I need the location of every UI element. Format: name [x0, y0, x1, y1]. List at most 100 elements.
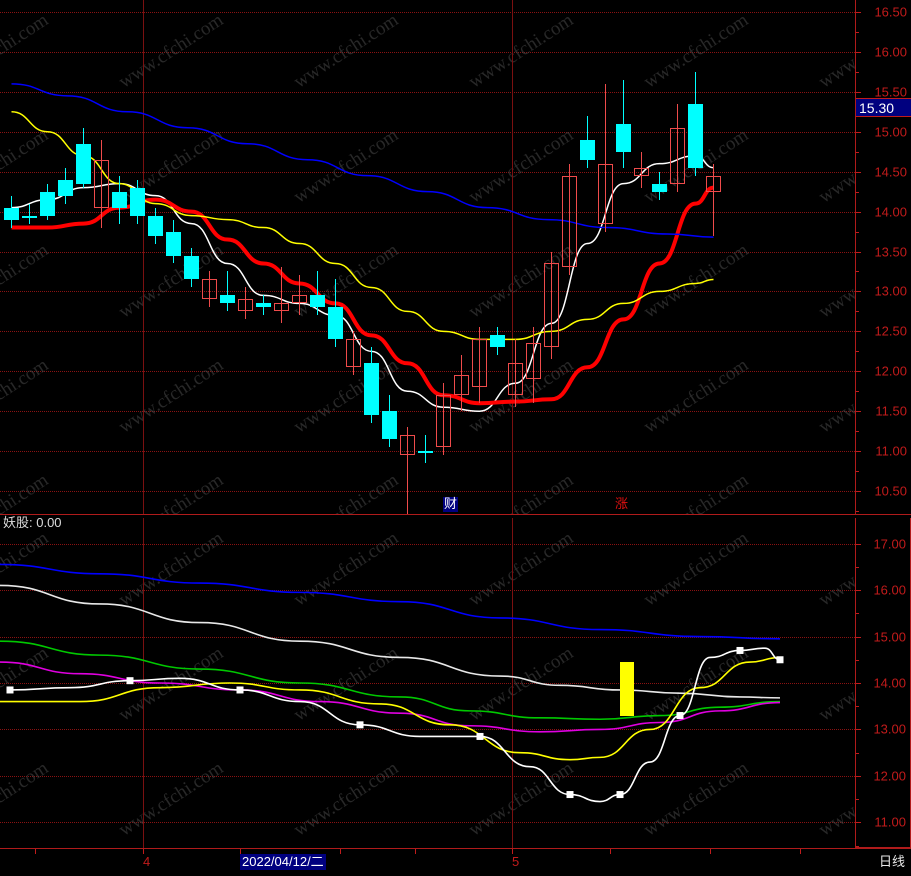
- candlestick[interactable]: [202, 0, 217, 515]
- candle-body: [670, 127, 685, 184]
- gridline: [0, 543, 855, 545]
- price-chart-panel[interactable]: www.cfchi.com www.cfchi.com www.cfchi.com w…: [0, 0, 855, 515]
- candlestick[interactable]: [76, 0, 91, 515]
- price-axis-label: 12.00: [874, 363, 907, 379]
- candlestick[interactable]: [706, 0, 721, 515]
- candlestick[interactable]: [94, 0, 109, 515]
- candlestick[interactable]: [508, 0, 523, 515]
- candlestick[interactable]: [598, 0, 613, 515]
- date-label[interactable]: 4: [143, 854, 151, 869]
- candlestick[interactable]: [184, 0, 199, 515]
- candle-wick: [425, 435, 426, 464]
- price-axis-tick: [856, 291, 861, 293]
- candlestick[interactable]: [526, 0, 541, 515]
- indicator-point-marker: [776, 656, 784, 664]
- candle-body: [22, 215, 37, 218]
- candle-wick: [299, 275, 300, 316]
- candlestick[interactable]: [616, 0, 631, 515]
- candlestick[interactable]: [274, 0, 289, 515]
- candle-body: [580, 139, 595, 160]
- price-axis-minor-tick: [856, 191, 859, 193]
- indicator-axis-label: 13.00: [873, 721, 906, 737]
- candlestick[interactable]: [490, 0, 505, 515]
- candlestick[interactable]: [256, 0, 271, 515]
- candlestick[interactable]: [382, 0, 397, 515]
- candlestick[interactable]: [634, 0, 649, 515]
- price-axis-minor-tick: [856, 231, 859, 233]
- candlestick[interactable]: [328, 0, 343, 515]
- candlestick[interactable]: [400, 0, 415, 515]
- watermark-text: www.cfchi.com: [115, 757, 228, 841]
- gridline: [0, 729, 855, 731]
- watermark-text: www.cfchi.com: [115, 642, 228, 726]
- date-label[interactable]: 5: [512, 854, 520, 869]
- date-axis-tick: [512, 849, 513, 854]
- candlestick[interactable]: [562, 0, 577, 515]
- candlestick[interactable]: [238, 0, 253, 515]
- candle-body: [634, 167, 649, 176]
- price-axis-tick: [856, 491, 861, 493]
- candlestick[interactable]: [688, 0, 703, 515]
- candlestick[interactable]: [436, 0, 451, 515]
- candle-body: [94, 159, 109, 208]
- candlestick[interactable]: [472, 0, 487, 515]
- date-axis-tick: [415, 849, 416, 854]
- candlestick[interactable]: [580, 0, 595, 515]
- date-label-selected[interactable]: 2022/04/12/二: [240, 854, 326, 870]
- month-separator: [143, 518, 144, 848]
- watermark-text: www.cfchi.com: [815, 354, 855, 438]
- indicator-axis-minor-tick: [856, 706, 859, 708]
- event-marker-cai[interactable]: 财: [443, 497, 459, 512]
- watermark-text: www.cfchi.com: [290, 642, 403, 726]
- price-axis-label: 15.50: [874, 84, 907, 100]
- date-axis[interactable]: 4 2022/04/12/二 5 日线: [0, 848, 911, 876]
- period-label[interactable]: 日线: [878, 854, 905, 869]
- event-marker-zhang[interactable]: 涨: [615, 497, 629, 512]
- candlestick[interactable]: [418, 0, 433, 515]
- candlestick[interactable]: [346, 0, 361, 515]
- indicator-point-marker: [736, 646, 744, 654]
- price-axis-tick: [856, 451, 861, 453]
- candle-body: [490, 335, 505, 348]
- candlestick[interactable]: [148, 0, 163, 515]
- candlestick[interactable]: [652, 0, 667, 515]
- price-axis-label: 12.50: [874, 323, 907, 339]
- candlestick[interactable]: [670, 0, 685, 515]
- indicator-axis-tick: [856, 543, 861, 545]
- price-axis-tick: [856, 371, 861, 373]
- candlestick[interactable]: [22, 0, 37, 515]
- indicator-axis-tick: [856, 636, 861, 638]
- candlestick[interactable]: [544, 0, 559, 515]
- indicator-point-marker: [476, 732, 484, 740]
- indicator-axis[interactable]: 17.00 16.00 15.00 14.00 13.00 12.00 11.00: [855, 518, 911, 848]
- candle-wick: [227, 271, 228, 312]
- price-axis-minor-tick: [856, 351, 859, 353]
- candle-body: [310, 295, 325, 308]
- indicator-point-marker: [676, 712, 684, 720]
- indicator-chart-panel[interactable]: www.cfchi.com www.cfchi.com www.cfchi.com w…: [0, 518, 855, 848]
- candlestick[interactable]: [364, 0, 379, 515]
- candlestick[interactable]: [4, 0, 19, 515]
- candlestick[interactable]: [166, 0, 181, 515]
- indicator-axis-minor-tick: [856, 845, 859, 847]
- indicator-axis-minor-tick: [856, 613, 859, 615]
- candle-wick: [209, 271, 210, 308]
- price-axis[interactable]: 16.50 16.00 15.50 15.00 14.50 14.00 13.50 13.00…: [855, 0, 911, 515]
- date-axis-tick: [143, 849, 144, 854]
- candlestick[interactable]: [112, 0, 127, 515]
- candlestick[interactable]: [292, 0, 307, 515]
- candlestick[interactable]: [310, 0, 325, 515]
- candlestick[interactable]: [454, 0, 469, 515]
- candle-body: [688, 103, 703, 168]
- indicator-axis-label: 11.00: [874, 814, 906, 830]
- price-axis-label: 11.00: [875, 443, 907, 459]
- candlestick[interactable]: [58, 0, 73, 515]
- candlestick[interactable]: [130, 0, 145, 515]
- candlestick[interactable]: [220, 0, 235, 515]
- indicator-point-marker: [6, 686, 14, 694]
- price-axis-tick: [856, 411, 861, 413]
- gridline: [0, 51, 855, 53]
- candle-body: [616, 123, 631, 152]
- candle-wick: [605, 83, 606, 232]
- candlestick[interactable]: [40, 0, 55, 515]
